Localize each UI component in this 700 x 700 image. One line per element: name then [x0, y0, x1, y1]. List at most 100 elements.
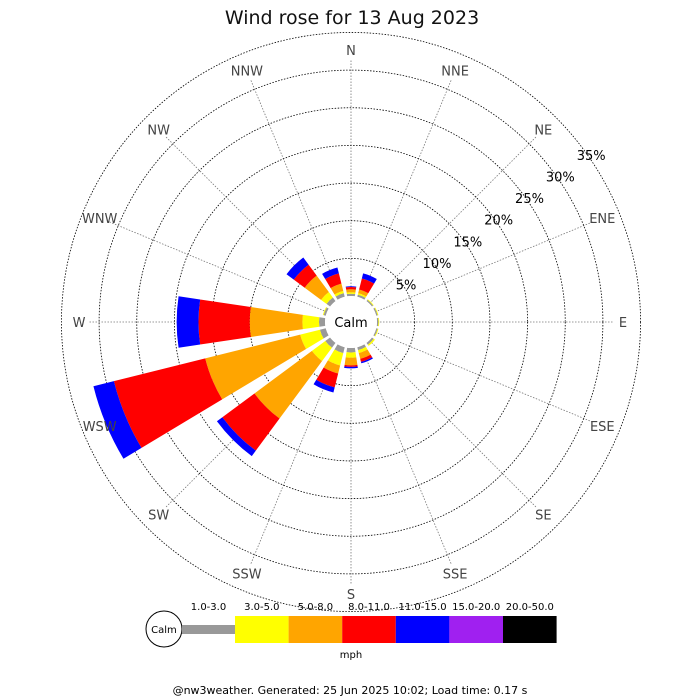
ring-5	[286, 257, 416, 387]
spoke-ne	[369, 136, 537, 304]
petal-sse-3-0-5-0	[358, 346, 368, 354]
legend-label-5-0-8-0: 5.0-8.0	[298, 602, 333, 613]
spoke-sse	[360, 345, 452, 565]
petal-s-5-0-8-0	[344, 357, 358, 366]
petal-nnw-3-0-5-0	[334, 290, 344, 297]
petal-ene-3-0-5-0	[374, 307, 379, 316]
legend-unit: mph	[340, 650, 362, 661]
petal-sw-1-0-3-0	[325, 337, 336, 348]
direction-label-sw: SW	[148, 508, 169, 523]
direction-label-nw: NW	[147, 124, 170, 139]
petal-nw-5-0-8-0	[304, 275, 329, 300]
spoke-ese	[374, 331, 594, 423]
direction-label-nne: NNE	[441, 65, 469, 80]
ring-35	[61, 32, 641, 612]
petal-wnw-3-0-5-0	[322, 307, 327, 316]
spoke-nne	[360, 79, 452, 299]
ring-25	[136, 107, 566, 537]
legend-label-15-0-20-0: 15.0-20.0	[452, 602, 500, 613]
direction-label-nnw: NNW	[231, 65, 263, 80]
ring-10	[249, 220, 453, 424]
chart-title: Wind rose for 13 Aug 2023	[225, 7, 479, 29]
direction-label-wsw: WSW	[83, 420, 117, 435]
petal-nne-1-0-3-0	[357, 294, 366, 300]
petal-nnw-8-0-11-0	[325, 273, 342, 289]
petal-ssw-3-0-5-0	[327, 349, 344, 366]
ring-label-30: 30%	[546, 171, 575, 186]
direction-labels: N NNE NE ENE E ESE SE SSE S SSW SW WSW W WNW NW NNW	[73, 44, 628, 603]
petal-nnw-11-0-15-0	[322, 267, 339, 280]
legend: Calm 1.0-3.0 3.0-5.0 5.0-8.0 8.0-11.0 11.0-1…	[145, 602, 557, 661]
petal-sse-8-0-11-0	[360, 354, 373, 362]
direction-label-ese: ESE	[590, 420, 615, 435]
petal-nne-8-0-11-0	[359, 278, 375, 294]
petal-nne-11-0-15-0	[361, 273, 377, 284]
spoke-wnw	[108, 221, 328, 313]
petal-ssw-8-0-11-0	[316, 367, 339, 388]
direction-label-ssw: SSW	[232, 567, 262, 582]
petal-e-3-0-5-0	[378, 317, 380, 327]
petal-s-1-0-3-0	[346, 347, 356, 353]
petal-sw-3-0-5-0	[311, 341, 332, 362]
direction-label-w: W	[73, 316, 86, 331]
petal-se-1-0-3-0	[366, 337, 374, 345]
petal-ene-1-0-3-0	[373, 307, 378, 316]
petal-se-3-0-5-0	[367, 338, 375, 346]
ring-labels: 5% 10%15%20%25%30%35%	[396, 149, 606, 294]
calm-circle: Calm	[325, 296, 377, 348]
legend-swatch-15-0-20-0	[449, 616, 503, 643]
petal-nw-11-0-15-0	[286, 257, 309, 280]
petal-w-8-0-11-0	[198, 299, 251, 345]
ring-label-10: 10%	[423, 257, 452, 272]
legend-swatch-20-0-50-0	[503, 616, 557, 643]
petal-wsw-11-0-15-0	[93, 381, 142, 459]
ring-label-35: 35%	[577, 149, 606, 164]
petal-n-1-0-3-0	[346, 293, 356, 297]
petal-wsw-5-0-8-0	[205, 334, 307, 400]
petal-n-3-0-5-0	[346, 292, 356, 295]
petal-nw-3-0-5-0	[321, 292, 333, 304]
petal-w-11-0-15-0	[176, 296, 201, 348]
petal-nw-1-0-3-0	[326, 297, 336, 307]
petal-ese-3-0-5-0	[374, 328, 379, 337]
petal-sw-8-0-11-0	[222, 393, 280, 451]
footer-text: @nw3weather. Generated: 25 Jun 2025 10:0…	[173, 684, 528, 697]
petal-nnw-1-0-3-0	[335, 293, 345, 300]
direction-label-ne: NE	[534, 124, 552, 139]
petal-ssw-11-0-15-0	[313, 379, 335, 393]
petal-sse-11-0-15-0	[360, 357, 373, 364]
petal-ese-1-0-3-0	[373, 328, 378, 337]
direction-label-s: S	[347, 588, 355, 603]
petal-nw-8-0-11-0	[293, 264, 317, 288]
legend-label-3-0-5-0: 3.0-5.0	[244, 602, 279, 613]
petal-sw-5-0-8-0	[254, 350, 323, 419]
ring-30	[98, 69, 604, 575]
petal-n-5-0-8-0	[346, 289, 356, 293]
ring-label-15: 15%	[453, 235, 482, 250]
direction-label-wnw: WNW	[82, 212, 118, 227]
petal-s-3-0-5-0	[345, 352, 357, 358]
direction-label-sse: SSE	[443, 567, 468, 582]
petal-wsw-8-0-11-0	[113, 358, 223, 448]
legend-label-8-0-11-0: 8.0-11.0	[348, 602, 390, 613]
direction-label-se: SE	[535, 508, 551, 523]
petal-e-1-0-3-0	[376, 317, 379, 327]
petal-ssw-1-0-3-0	[334, 344, 345, 354]
petal-w-5-0-8-0	[249, 307, 303, 337]
petal-w-3-0-5-0	[302, 314, 320, 330]
petal-sse-1-0-3-0	[357, 344, 366, 351]
ring-20	[173, 144, 529, 500]
spoke-se	[369, 340, 537, 508]
legend-calm-label: Calm	[151, 625, 177, 636]
petal-s-8-0-11-0	[344, 364, 358, 367]
wind-petals	[93, 257, 380, 459]
legend-label-1-0-3-0: 1.0-3.0	[191, 602, 226, 613]
ring-label-20: 20%	[484, 214, 513, 229]
petal-n-8-0-11-0	[345, 286, 357, 290]
ring-label-5: 5%	[396, 279, 417, 294]
petal-nne-3-0-5-0	[357, 293, 367, 298]
legend-label-20-0-50-0: 20.0-50.0	[506, 602, 554, 613]
legend-swatch-3-0-5-0	[235, 616, 289, 643]
petal-sw-11-0-15-0	[216, 417, 256, 457]
legend-swatch-1-0-3-0	[182, 625, 235, 634]
